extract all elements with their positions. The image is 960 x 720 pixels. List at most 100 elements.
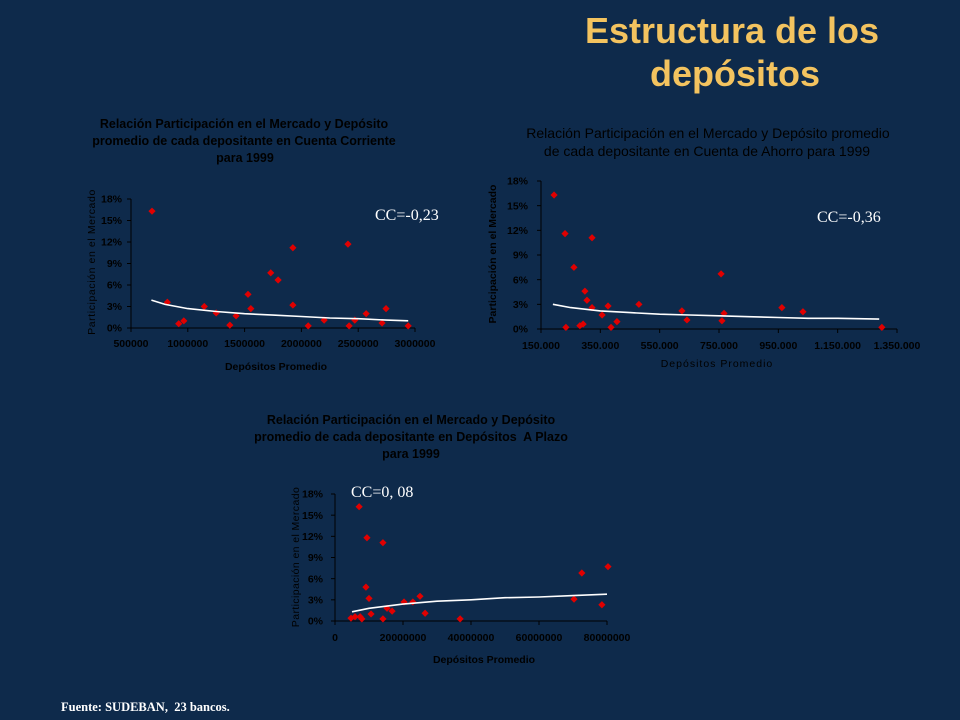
data-point	[367, 610, 375, 618]
correlation-annotation: CC=-0,23	[375, 207, 439, 224]
chart-title-line: para 1999	[382, 447, 440, 461]
correlation-annotation: CC=0, 08	[351, 484, 413, 501]
x-tick-label: 3000000	[395, 338, 436, 350]
x-tick-label: 1.350.000	[874, 340, 921, 352]
data-point	[607, 323, 615, 331]
data-point	[363, 534, 371, 542]
y-tick-label: 0%	[107, 323, 123, 335]
y-tick-label: 12%	[507, 225, 529, 237]
x-tick-label: 40000000	[448, 632, 495, 644]
y-tick-label: 9%	[107, 258, 123, 270]
y-tick-label: 3%	[107, 301, 123, 313]
chart-title-line: Relación Participación en el Mercado y D…	[526, 125, 890, 141]
data-point	[570, 263, 578, 271]
y-tick-label: 3%	[308, 594, 324, 606]
y-tick-label: 0%	[513, 324, 529, 336]
data-point	[588, 304, 596, 312]
data-point	[578, 569, 586, 577]
x-tick-label: 1.150.000	[814, 340, 861, 352]
y-tick-label: 0%	[308, 616, 324, 628]
data-point	[267, 269, 275, 277]
chart-cuenta-corriente: Relación Participación en el Mercado y D…	[86, 117, 439, 373]
data-point	[561, 230, 569, 238]
trendline	[151, 299, 409, 322]
data-point	[604, 302, 612, 310]
data-point	[576, 322, 584, 330]
y-tick-label: 9%	[513, 250, 529, 262]
data-point	[356, 613, 364, 621]
data-point	[358, 615, 366, 623]
data-point	[550, 191, 558, 199]
data-point	[581, 287, 589, 295]
data-point	[200, 302, 208, 311]
chart-cuenta-ahorro: Relación Participación en el Mercado y D…	[487, 125, 921, 370]
data-point	[678, 307, 686, 315]
x-tick-label: 150.000	[522, 340, 560, 352]
data-point	[378, 319, 386, 327]
data-point	[212, 309, 220, 317]
x-axis-label: Depósitos Promedio	[433, 654, 535, 666]
data-point	[598, 311, 606, 319]
chart-title-line: promedio de cada depositante en Cuenta C…	[92, 134, 396, 148]
data-point	[362, 310, 370, 318]
chart-title-line: Relación Participación en el Mercado y D…	[267, 413, 556, 427]
data-point	[416, 592, 424, 600]
data-point	[570, 595, 578, 603]
data-point	[799, 308, 807, 316]
x-axis-label: Depósitos Promedio	[225, 361, 327, 373]
slide-title-line-2: depósitos	[650, 53, 820, 94]
data-point	[382, 305, 390, 313]
data-point	[379, 615, 387, 623]
data-point	[562, 323, 570, 331]
data-point	[598, 601, 606, 609]
x-tick-label: 750.000	[700, 340, 738, 352]
trendline	[552, 303, 880, 320]
y-tick-label: 12%	[302, 531, 324, 543]
data-point	[720, 309, 728, 317]
data-point	[347, 614, 355, 622]
data-point	[351, 316, 359, 324]
x-tick-label: 0	[332, 632, 338, 644]
x-tick-label: 60000000	[516, 632, 563, 644]
data-point	[289, 244, 297, 252]
x-tick-label: 1500000	[224, 338, 265, 350]
x-tick-label: 550.000	[641, 340, 679, 352]
y-tick-label: 6%	[308, 573, 324, 585]
slide-title-line-1: Estructura de los	[585, 10, 879, 51]
data-point	[613, 318, 621, 326]
data-point	[345, 322, 353, 330]
x-tick-label: 950.000	[759, 340, 797, 352]
y-tick-label: 3%	[513, 299, 529, 311]
data-point	[409, 598, 417, 606]
data-point	[355, 503, 363, 511]
data-point	[718, 317, 726, 325]
y-tick-label: 18%	[302, 489, 324, 501]
data-point	[388, 607, 396, 615]
data-point	[878, 323, 886, 331]
data-point	[379, 539, 387, 547]
data-point	[456, 615, 464, 623]
data-point	[180, 317, 188, 325]
x-tick-label: 2500000	[338, 338, 379, 350]
data-point	[289, 301, 297, 309]
y-tick-label: 6%	[513, 274, 529, 286]
chart-depositos-plazo: Relación Participación en el Mercado y D…	[254, 413, 630, 666]
x-tick-label: 350.000	[581, 340, 619, 352]
data-point	[175, 320, 183, 328]
data-point	[778, 304, 786, 312]
y-tick-label: 6%	[107, 280, 123, 292]
data-point	[583, 296, 591, 304]
data-point	[274, 276, 282, 284]
data-point	[226, 321, 234, 329]
y-axis-label: Participación en el Mercado	[86, 189, 98, 335]
y-tick-label: 9%	[308, 552, 324, 564]
data-point	[421, 609, 429, 617]
data-point	[304, 322, 312, 330]
data-point	[351, 613, 359, 621]
data-point	[148, 207, 156, 215]
y-tick-label: 18%	[507, 176, 529, 188]
data-point	[232, 312, 240, 320]
data-point	[579, 320, 587, 328]
data-point	[404, 322, 412, 330]
